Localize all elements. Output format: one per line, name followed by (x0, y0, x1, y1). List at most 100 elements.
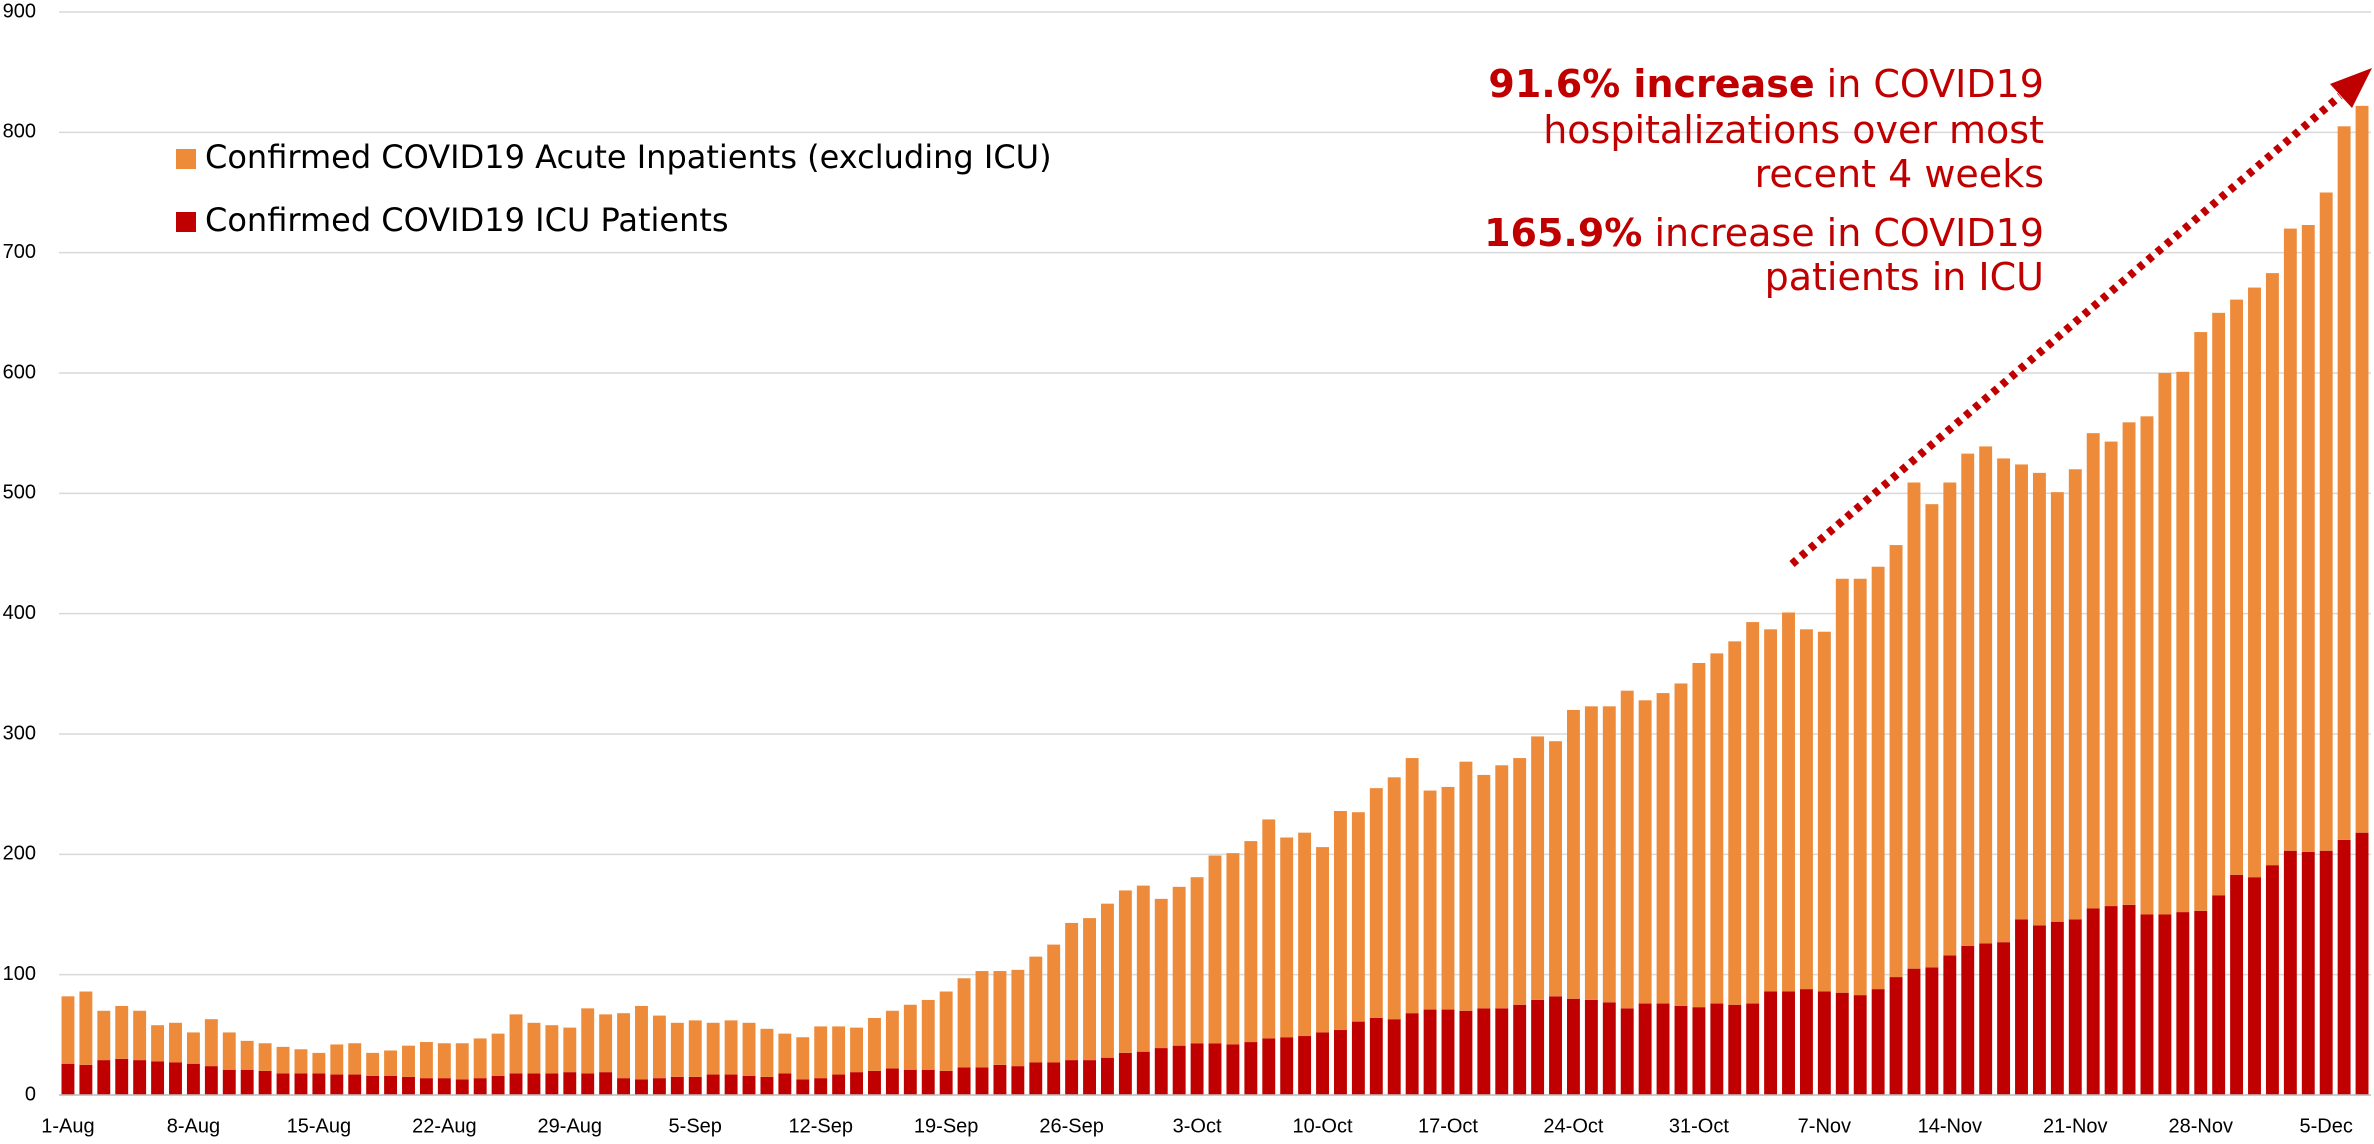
x-tick-label: 28-Nov (2168, 1115, 2232, 1137)
bar-segment (868, 1070, 881, 1095)
bar-segment (1513, 758, 1527, 1005)
bar-segment (1441, 786, 1455, 1010)
bar-segment (2319, 850, 2333, 1095)
bar-segment (1118, 890, 1132, 1053)
bar-segment (1208, 855, 1222, 1044)
bar-segment (2158, 373, 2172, 915)
bar-segment (1746, 622, 1760, 1004)
bar-segment (706, 1022, 720, 1075)
bar-segment (1459, 1010, 1473, 1095)
bar-segment (276, 1046, 290, 1074)
bar-segment (1190, 877, 1204, 1044)
bar-segment (670, 1076, 684, 1095)
x-tick-label: 15-Aug (287, 1115, 352, 1137)
bar-segment (473, 1038, 487, 1079)
bar-segment (1531, 999, 1545, 1095)
bar-segment (688, 1076, 702, 1095)
bar-segment (1638, 700, 1652, 1004)
y-tick-label: 300 (3, 722, 36, 744)
bar-segment (1369, 1017, 1383, 1095)
bar-segment (1136, 1051, 1150, 1095)
bar-segment (957, 1067, 971, 1095)
bar-segment (2122, 904, 2136, 1095)
y-tick-label: 800 (3, 121, 36, 143)
bar-segment (2212, 895, 2226, 1095)
bar-segment (885, 1068, 899, 1095)
bar-segment (1692, 1007, 1706, 1095)
bar-segment (258, 1070, 272, 1095)
bar-segment (1728, 641, 1742, 1005)
bar-segment (1656, 1003, 1670, 1095)
bar-segment (1065, 1060, 1079, 1095)
bar-segment (276, 1073, 290, 1095)
x-tick-label: 24-Oct (1543, 1115, 1603, 1137)
bar-segment (437, 1078, 451, 1095)
annotation-run: recent 4 weeks (1755, 152, 2044, 196)
bar-segment (330, 1074, 344, 1095)
bar-segment (796, 1037, 810, 1080)
plot: 0 100 200 300 400 500 600 700 800 900 1-Aug 8-Aug 15… (3, 0, 2371, 1137)
bar-segment (473, 1078, 487, 1095)
bar-segment (2265, 865, 2279, 1095)
bar-segment (330, 1044, 344, 1075)
bar-segment (1782, 612, 1795, 992)
bar-segment (1387, 1019, 1401, 1095)
bar-segment (1101, 903, 1114, 1058)
bar-segment (742, 1075, 756, 1095)
bar-segment (222, 1032, 236, 1070)
bar-segment (527, 1073, 541, 1095)
bar-segment (455, 1079, 469, 1095)
bar-segment (1262, 819, 1276, 1039)
bar-segment (1441, 1009, 1455, 1095)
annotation-run: increase in COVID19 (1642, 211, 2044, 255)
bar-segment (1871, 989, 1885, 1095)
annotation: patients in ICU (1765, 255, 2044, 299)
bar-segment (868, 1017, 881, 1071)
bar-segment (186, 1063, 200, 1095)
bar-segment (1172, 886, 1186, 1046)
x-tick-label: 14-Nov (1918, 1115, 1982, 1137)
bar-segment (2301, 851, 2315, 1095)
bar-segment (832, 1026, 846, 1075)
bar-segment (1280, 837, 1294, 1038)
bar-segment (635, 1005, 648, 1080)
bar-segment (814, 1026, 828, 1079)
bar-segment (1316, 847, 1329, 1033)
bar-segment (2212, 312, 2226, 896)
bar-segment (258, 1043, 272, 1071)
bar-segment (79, 991, 93, 1065)
x-tick-label: 19-Sep (914, 1115, 979, 1137)
bar-segment (2283, 850, 2297, 1095)
y-tick-label: 700 (3, 241, 36, 263)
bar-segment (1620, 690, 1634, 1009)
annotation-run: in COVID19 (1815, 62, 2044, 106)
bar-segment (1602, 706, 1616, 1003)
bar-segment (635, 1079, 648, 1095)
bar-segment (1638, 1003, 1652, 1095)
bar-segment (617, 1013, 631, 1079)
bar-segment (1047, 944, 1061, 1063)
bar-segment (240, 1040, 254, 1070)
bar-segment (61, 1063, 75, 1095)
x-tick-label: 3-Oct (1173, 1115, 1222, 1137)
bar-segment (2355, 832, 2369, 1095)
bar-segment (2086, 908, 2100, 1095)
bar-segment (545, 1073, 559, 1095)
bar-segment (133, 1060, 147, 1095)
bar-segment (1566, 709, 1580, 999)
x-tick-label: 5-Sep (669, 1115, 722, 1137)
bar-segment (1764, 629, 1778, 992)
bar-segment (2122, 422, 2136, 905)
bar-segment (1011, 1066, 1025, 1095)
bar-segment (706, 1074, 720, 1095)
bar-segment (2337, 126, 2351, 840)
bar-segment (2104, 441, 2118, 907)
bar-segment (240, 1069, 254, 1095)
bar-segment (384, 1075, 398, 1095)
bar-segment (975, 1067, 989, 1095)
bar-segment (921, 1069, 935, 1095)
bar-segment (1495, 1008, 1509, 1095)
bar-segment (993, 1064, 1007, 1095)
annotation: hospitalizations over most (1543, 108, 2044, 152)
bar-segment (1782, 991, 1795, 1095)
